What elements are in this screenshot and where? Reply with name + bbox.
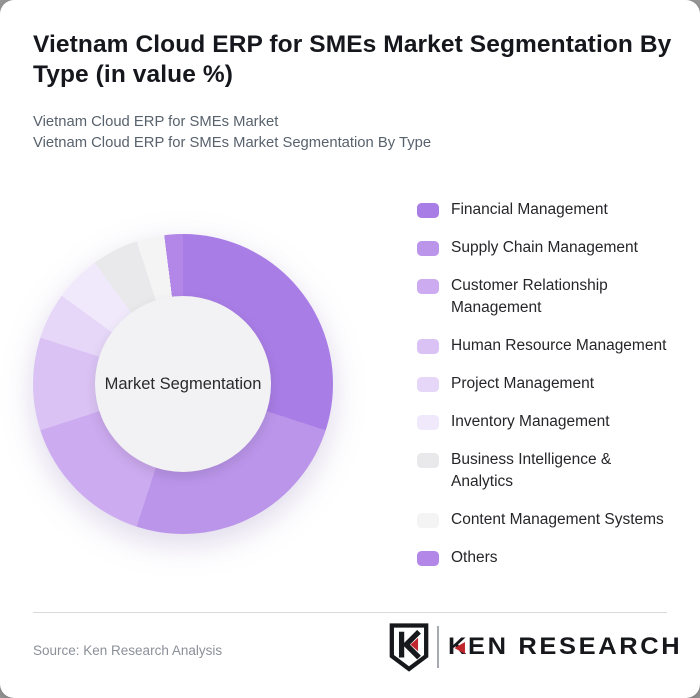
- legend-item[interactable]: Business Intelligence & Analytics: [417, 449, 673, 493]
- legend-label: Human Resource Management: [451, 337, 667, 354]
- legend-label: Supply Chain Management: [451, 239, 638, 256]
- legend-swatch: [417, 278, 439, 294]
- donut-center-label: Market Segmentation: [104, 374, 262, 393]
- legend-label: Others: [451, 549, 498, 566]
- legend-item[interactable]: Human Resource Management: [417, 335, 673, 357]
- legend-swatch: [417, 414, 439, 430]
- legend-item[interactable]: Content Management Systems: [417, 509, 673, 531]
- chart-legend: Financial Management Supply Chain Manage…: [417, 199, 673, 569]
- logo-wordmark: K EN RESEARCH: [448, 633, 682, 661]
- legend-item[interactable]: Financial Management: [417, 199, 673, 221]
- legend-swatch: [417, 338, 439, 354]
- page-title: Vietnam Cloud ERP for SMEs Market Segmen…: [33, 31, 672, 88]
- legend-swatch: [417, 512, 439, 528]
- legend-swatch: [417, 202, 439, 218]
- legend-item[interactable]: Inventory Management: [417, 411, 673, 433]
- legend-label: Financial Management: [451, 201, 608, 218]
- ken-shield-icon: [389, 623, 429, 672]
- subtitle-line-1: Vietnam Cloud ERP for SMEs Market: [33, 114, 279, 130]
- legend-label: Project Management: [451, 375, 595, 392]
- logo-separator: [436, 626, 439, 668]
- logo-word-rest: EN RESEARCH: [467, 633, 683, 660]
- legend-swatch: [417, 550, 439, 566]
- legend-item[interactable]: Supply Chain Management: [417, 237, 673, 259]
- footer-divider: [33, 612, 667, 613]
- legend-swatch: [417, 376, 439, 392]
- legend-label: Content Management Systems: [451, 511, 664, 528]
- logo-red-arrow-icon: [454, 642, 465, 654]
- legend-label: Customer Relationship Management: [451, 277, 608, 316]
- legend-label: Business Intelligence & Analytics: [451, 451, 612, 490]
- chart-subtitle: Vietnam Cloud ERP for SMEs Market Vietna…: [33, 112, 673, 154]
- source-note: Source: Ken Research Analysis: [33, 643, 223, 658]
- legend-item[interactable]: Others: [417, 547, 673, 569]
- donut-center: Market Segmentation: [95, 296, 271, 472]
- donut-chart[interactable]: Market Segmentation: [33, 234, 333, 534]
- ken-research-logo: K EN RESEARCH: [388, 621, 680, 673]
- legend-item[interactable]: Customer Relationship Management: [417, 275, 673, 319]
- legend-swatch: [417, 240, 439, 256]
- subtitle-line-2: Vietnam Cloud ERP for SMEs Market Segmen…: [33, 135, 432, 151]
- legend-item[interactable]: Project Management: [417, 373, 673, 395]
- legend-swatch: [417, 452, 439, 468]
- legend-label: Inventory Management: [451, 413, 610, 430]
